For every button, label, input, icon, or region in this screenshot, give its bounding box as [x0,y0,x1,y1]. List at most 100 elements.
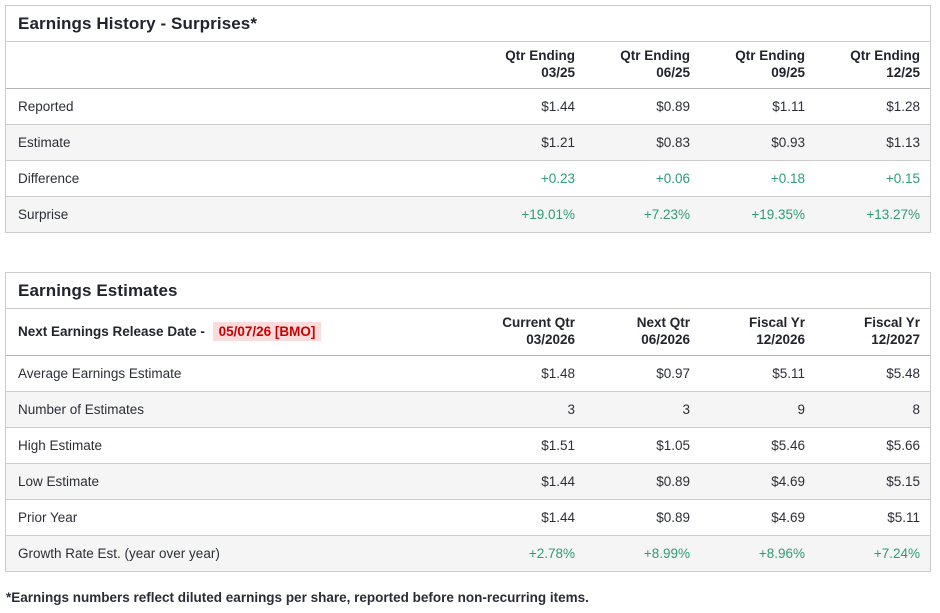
header-spacer [6,42,470,89]
earnings-estimates-title: Earnings Estimates [6,273,930,309]
column-header-line2: 12/2026 [756,331,805,347]
value-cell: $5.48 [886,365,920,381]
table-row: Number of Estimates 3 3 9 8 [6,390,930,428]
earnings-footnote: *Earnings numbers reflect diluted earnin… [6,590,589,605]
value-cell: $1.44 [470,498,585,536]
earnings-estimates-body: Average Earnings Estimate $1.48 $0.97 $5.11… [6,355,930,571]
value-cell: +0.18 [700,159,815,197]
row-label: High Estimate [6,426,470,464]
value-cell: +8.99% [585,534,700,571]
value-cell: $0.89 [585,498,700,536]
earnings-estimates-panel: Earnings Estimates Next Earnings Release… [5,272,931,572]
release-date-label: Next Earnings Release Date - [18,324,205,340]
value-cell: $5.46 [700,426,815,464]
value-cell: +0.06 [585,159,700,197]
value-cell: +8.96% [700,534,815,571]
value-cell: $1.48 [541,365,575,381]
value-cell: $5.15 [815,462,930,500]
column-header: Next Qtr 06/2026 [585,309,700,356]
value-cell: +13.27% [815,195,930,232]
value-cell: +7.23% [585,195,700,232]
column-header-line1: Qtr Ending [505,48,575,63]
column-header-line2: 03/25 [541,64,575,80]
earnings-history-table: Qtr Ending 03/25 Qtr Ending 06/25 Qtr Ending… [6,42,930,232]
column-header: Fiscal Yr 12/2027 [815,309,930,356]
column-header: Qtr Ending 03/25 [470,42,585,89]
value-cell: $0.97 [656,365,690,381]
row-label: Average Earnings Estimate [18,365,182,381]
column-header-line1: Current Qtr [502,315,575,330]
table-row: Estimate $1.21 $0.83 $0.93 $1.13 [6,123,930,161]
table-row: Surprise +19.01% +7.23% +19.35% +13.27% [6,195,930,232]
row-label: Estimate [6,123,470,161]
value-cell: $1.44 [541,98,575,114]
table-row: Growth Rate Est. (year over year) +2.78% +… [6,534,930,571]
earnings-history-panel: Earnings History - Surprises* Qtr Ending… [5,5,931,233]
column-header-line1: Next Qtr [636,315,690,330]
table-row: High Estimate $1.51 $1.05 $5.46 $5.66 [6,426,930,464]
table-row: Average Earnings Estimate $1.48 $0.97 $5.11… [6,355,930,391]
value-cell: $5.66 [815,426,930,464]
value-cell: $4.69 [700,462,815,500]
table-row: Low Estimate $1.44 $0.89 $4.69 $5.15 [6,462,930,500]
column-header-line1: Qtr Ending [620,48,690,63]
earnings-estimates-table: Next Earnings Release Date - 05/07/26 [B… [6,309,930,571]
column-header-line1: Fiscal Yr [863,315,920,330]
row-label: Prior Year [6,498,470,536]
earnings-history-body: Reported $1.44 $0.89 $1.11 $1.28 Estimate $1.2… [6,88,930,232]
column-header: Qtr Ending 06/25 [585,42,700,89]
row-label: Reported [18,98,74,114]
value-cell: $0.89 [656,98,690,114]
table-row: Prior Year $1.44 $0.89 $4.69 $5.11 [6,498,930,536]
earnings-history-title: Earnings History - Surprises* [6,6,930,42]
value-cell: $1.21 [470,123,585,161]
value-cell: $1.13 [815,123,930,161]
column-header-line1: Qtr Ending [850,48,920,63]
row-label: Difference [6,159,470,197]
column-header-line2: 03/2026 [526,331,575,347]
header-row: Next Earnings Release Date - 05/07/26 [B… [6,309,930,356]
value-cell: $1.28 [886,98,920,114]
column-header: Qtr Ending 09/25 [700,42,815,89]
value-cell: +2.78% [470,534,585,571]
value-cell: $0.89 [585,462,700,500]
value-cell: $0.93 [700,123,815,161]
value-cell: $1.51 [470,426,585,464]
value-cell: $1.11 [772,98,805,114]
header-row: Qtr Ending 03/25 Qtr Ending 06/25 Qtr Ending… [6,42,930,89]
value-cell: +19.35% [700,195,815,232]
column-header: Fiscal Yr 12/2026 [700,309,815,356]
value-cell: $0.83 [585,123,700,161]
column-header-line2: 12/2027 [871,331,920,347]
column-header-line2: 09/25 [771,64,805,80]
value-cell: 8 [815,390,930,428]
column-header: Qtr Ending 12/25 [815,42,930,89]
value-cell: $5.11 [815,498,930,536]
column-header-line2: 06/25 [656,64,690,80]
column-header-line1: Fiscal Yr [748,315,805,330]
value-cell: 3 [470,390,585,428]
row-label: Low Estimate [6,462,470,500]
value-cell: +0.23 [470,159,585,197]
column-header-line2: 12/25 [886,64,920,80]
column-header-line2: 06/2026 [641,331,690,347]
value-cell: $4.69 [700,498,815,536]
value-cell: 3 [585,390,700,428]
release-date-cell: Next Earnings Release Date - 05/07/26 [B… [6,309,470,356]
column-header: Current Qtr 03/2026 [470,309,585,356]
value-cell: $1.05 [585,426,700,464]
value-cell: $1.44 [470,462,585,500]
table-row: Reported $1.44 $0.89 $1.11 $1.28 [6,88,930,124]
value-cell: 9 [700,390,815,428]
value-cell: +7.24% [815,534,930,571]
row-label: Surprise [6,195,470,232]
release-date-badge: 05/07/26 [BMO] [212,322,322,342]
value-cell: $5.11 [772,365,805,381]
column-header-line1: Qtr Ending [735,48,805,63]
value-cell: +19.01% [470,195,585,232]
row-label: Growth Rate Est. (year over year) [6,534,470,571]
table-row: Difference +0.23 +0.06 +0.18 +0.15 [6,159,930,197]
row-label: Number of Estimates [6,390,470,428]
value-cell: +0.15 [815,159,930,197]
